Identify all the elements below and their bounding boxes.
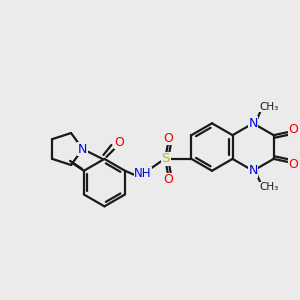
Text: O: O	[163, 132, 172, 145]
Text: O: O	[114, 136, 124, 148]
Text: S: S	[161, 152, 170, 165]
Text: CH₃: CH₃	[259, 182, 278, 192]
Text: O: O	[289, 158, 298, 171]
Text: N: N	[248, 164, 258, 177]
Text: O: O	[163, 173, 172, 186]
Text: N: N	[248, 117, 258, 130]
Text: NH: NH	[134, 167, 152, 180]
Text: CH₃: CH₃	[259, 102, 278, 112]
Text: N: N	[78, 142, 87, 155]
Text: O: O	[289, 123, 298, 136]
